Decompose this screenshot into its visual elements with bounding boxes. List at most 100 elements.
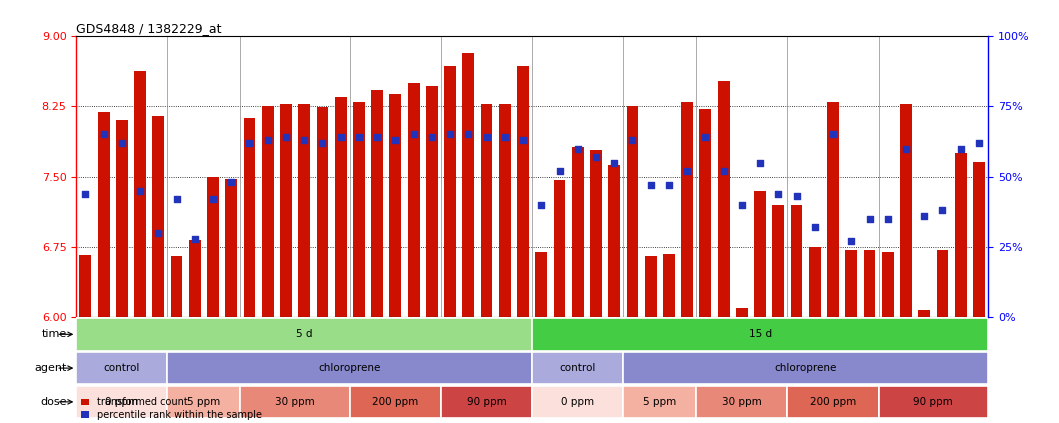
Bar	[444, 66, 456, 317]
Point	[734, 201, 751, 208]
Text: time: time	[42, 330, 67, 339]
Point	[806, 224, 823, 231]
Bar	[408, 83, 419, 317]
Bar	[299, 104, 310, 317]
Bar	[791, 205, 803, 317]
Bar	[353, 102, 365, 317]
Bar	[244, 118, 255, 317]
Text: agent: agent	[35, 363, 67, 373]
Bar	[533, 318, 988, 351]
Point	[113, 140, 130, 146]
Point	[277, 134, 294, 141]
Bar	[76, 352, 167, 385]
Point	[351, 134, 367, 141]
Point	[478, 134, 495, 141]
Bar	[167, 386, 240, 418]
Bar	[663, 254, 675, 317]
Legend: transformed count, percentile rank within the sample: transformed count, percentile rank withi…	[82, 397, 262, 420]
Text: 30 ppm: 30 ppm	[275, 397, 315, 407]
Text: 90 ppm: 90 ppm	[467, 397, 506, 407]
Text: 200 ppm: 200 ppm	[810, 397, 856, 407]
Bar	[900, 104, 912, 317]
Point	[588, 154, 605, 160]
Point	[642, 182, 659, 189]
Bar	[936, 250, 949, 317]
Bar	[827, 102, 839, 317]
Bar	[879, 386, 988, 418]
Point	[843, 238, 860, 245]
Point	[515, 137, 532, 143]
Bar	[809, 247, 821, 317]
Bar	[226, 179, 237, 317]
Bar	[863, 250, 876, 317]
Bar	[554, 181, 566, 317]
Bar	[536, 252, 548, 317]
Point	[788, 193, 805, 200]
Bar	[533, 386, 624, 418]
Point	[77, 190, 94, 197]
Bar	[134, 71, 146, 317]
Text: 30 ppm: 30 ppm	[722, 397, 761, 407]
Point	[661, 182, 678, 189]
Bar	[208, 177, 219, 317]
Text: dose: dose	[40, 397, 67, 407]
Text: 0 ppm: 0 ppm	[105, 397, 139, 407]
Bar	[788, 386, 879, 418]
Bar	[882, 252, 894, 317]
Point	[204, 196, 221, 203]
Text: GDS4848 / 1382229_at: GDS4848 / 1382229_at	[76, 22, 221, 35]
Bar	[97, 112, 109, 317]
Bar	[699, 109, 712, 317]
Bar	[481, 104, 492, 317]
Bar	[280, 104, 292, 317]
Bar	[390, 94, 401, 317]
Point	[825, 131, 842, 138]
Point	[313, 140, 330, 146]
Bar	[955, 153, 967, 317]
Point	[697, 134, 714, 141]
Bar	[76, 318, 533, 351]
Text: control: control	[559, 363, 596, 373]
Point	[679, 168, 696, 174]
Point	[186, 235, 203, 242]
Bar	[590, 151, 602, 317]
Text: 5 ppm: 5 ppm	[643, 397, 677, 407]
Point	[934, 207, 951, 214]
Point	[95, 131, 112, 138]
Bar	[441, 386, 533, 418]
Point	[715, 168, 732, 174]
Point	[333, 134, 349, 141]
Point	[497, 134, 514, 141]
Point	[442, 131, 459, 138]
Bar	[533, 352, 624, 385]
Text: chloroprene: chloroprene	[319, 363, 381, 373]
Bar	[335, 97, 346, 317]
Bar	[76, 386, 167, 418]
Point	[387, 137, 403, 143]
Text: 0 ppm: 0 ppm	[561, 397, 594, 407]
Point	[752, 159, 769, 166]
Bar	[170, 256, 182, 317]
Point	[952, 145, 969, 152]
Bar	[262, 106, 273, 317]
Point	[406, 131, 423, 138]
Bar	[499, 104, 510, 317]
Point	[533, 201, 550, 208]
Text: 90 ppm: 90 ppm	[914, 397, 953, 407]
Bar	[736, 308, 748, 317]
Point	[241, 140, 258, 146]
Bar	[372, 91, 383, 317]
Text: 200 ppm: 200 ppm	[373, 397, 418, 407]
Text: 5 ppm: 5 ppm	[187, 397, 220, 407]
Point	[460, 131, 477, 138]
Bar	[845, 250, 857, 317]
Bar	[167, 352, 533, 385]
Point	[970, 140, 987, 146]
Bar	[772, 205, 785, 317]
Bar	[115, 121, 128, 317]
Bar	[754, 191, 766, 317]
Point	[369, 134, 385, 141]
Text: control: control	[104, 363, 140, 373]
Point	[551, 168, 568, 174]
Bar	[624, 386, 696, 418]
